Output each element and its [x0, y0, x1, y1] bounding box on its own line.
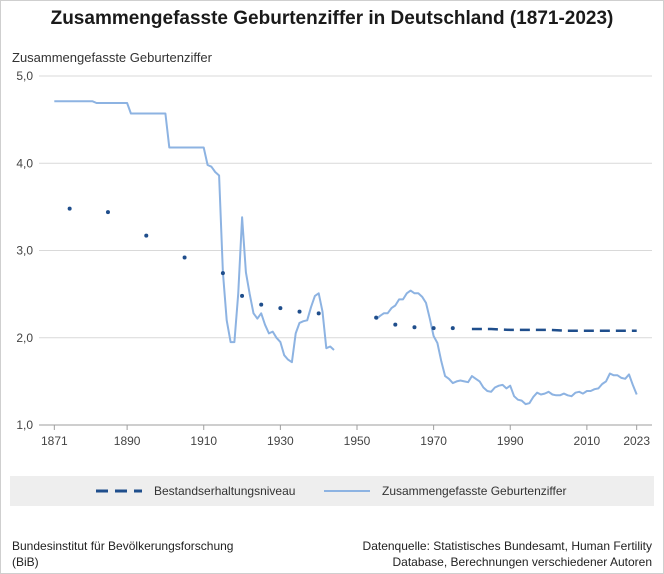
x-tick-label: 1970 — [420, 434, 447, 448]
x-tick-label: 1950 — [344, 434, 371, 448]
chart-title: Zusammengefasste Geburtenziffer in Deuts… — [50, 8, 614, 29]
y-tick-label: 4,0 — [16, 156, 33, 170]
tfr-series-line — [375, 289, 638, 406]
replacement-level-point — [240, 293, 245, 298]
replacement-level-point — [278, 306, 283, 311]
y-tick-label: 1,0 — [16, 418, 33, 432]
footer-source-institute: Bundesinstitut für Bevölkerungsforschung… — [12, 538, 233, 570]
tfr-series-line — [54, 100, 335, 364]
legend-item-replacement-level: Bestandserhaltungsniveau — [96, 484, 295, 498]
footer-institute-abbrev: (BiB) — [12, 555, 39, 569]
replacement-level-point — [374, 315, 379, 320]
line-chart: 1,0 2,0 3,0 4,0 5,0 1871 1890 1910 1930 1950 1970 1… — [16, 69, 652, 448]
replacement-level-point — [105, 210, 110, 215]
replacement-level-point — [297, 309, 302, 314]
replacement-level-point — [220, 271, 225, 276]
y-tick-label: 2,0 — [16, 331, 33, 345]
replacement-level-dashed-line — [471, 327, 637, 333]
x-tick-label: 1910 — [190, 434, 217, 448]
y-tick-label: 3,0 — [16, 244, 33, 258]
footer-data-source-line2: Database, Berechnungen verschiedener Aut… — [392, 555, 652, 569]
x-tick-label: 2010 — [574, 434, 601, 448]
dashed-line-swatch-icon — [96, 489, 142, 493]
x-tick-label: 2023 — [623, 434, 650, 448]
footer-data-source-line1: Datenquelle: Statistisches Bundesamt, Hu… — [362, 539, 652, 553]
replacement-level-point — [393, 322, 398, 327]
legend-item-tfr: Zusammengefasste Geburtenziffer — [324, 484, 567, 498]
legend-label-tfr: Zusammengefasste Geburtenziffer — [382, 484, 567, 498]
replacement-level-point — [450, 326, 455, 331]
replacement-level-point — [67, 206, 72, 211]
replacement-level-point — [259, 302, 264, 307]
x-tick-label: 1990 — [497, 434, 524, 448]
footer-institute-name: Bundesinstitut für Bevölkerungsforschung — [12, 539, 234, 553]
y-axis-label: Zusammengefasste Geburtenziffer — [12, 50, 212, 65]
x-tick-label: 1871 — [41, 434, 68, 448]
x-tick-label: 1890 — [114, 434, 141, 448]
replacement-level-point — [431, 326, 436, 331]
legend: Bestandserhaltungsniveau Zusammengefasst… — [10, 476, 654, 506]
solid-line-swatch-icon — [324, 490, 370, 492]
replacement-level-point — [412, 325, 417, 330]
replacement-level-point — [182, 255, 187, 260]
footer-data-source: Datenquelle: Statistisches Bundesamt, Hu… — [363, 538, 652, 570]
y-tick-label: 5,0 — [16, 69, 33, 83]
x-tick-label: 1930 — [267, 434, 294, 448]
legend-label-replacement-level: Bestandserhaltungsniveau — [154, 484, 296, 498]
replacement-level-point — [316, 311, 321, 316]
replacement-level-point — [144, 233, 149, 238]
